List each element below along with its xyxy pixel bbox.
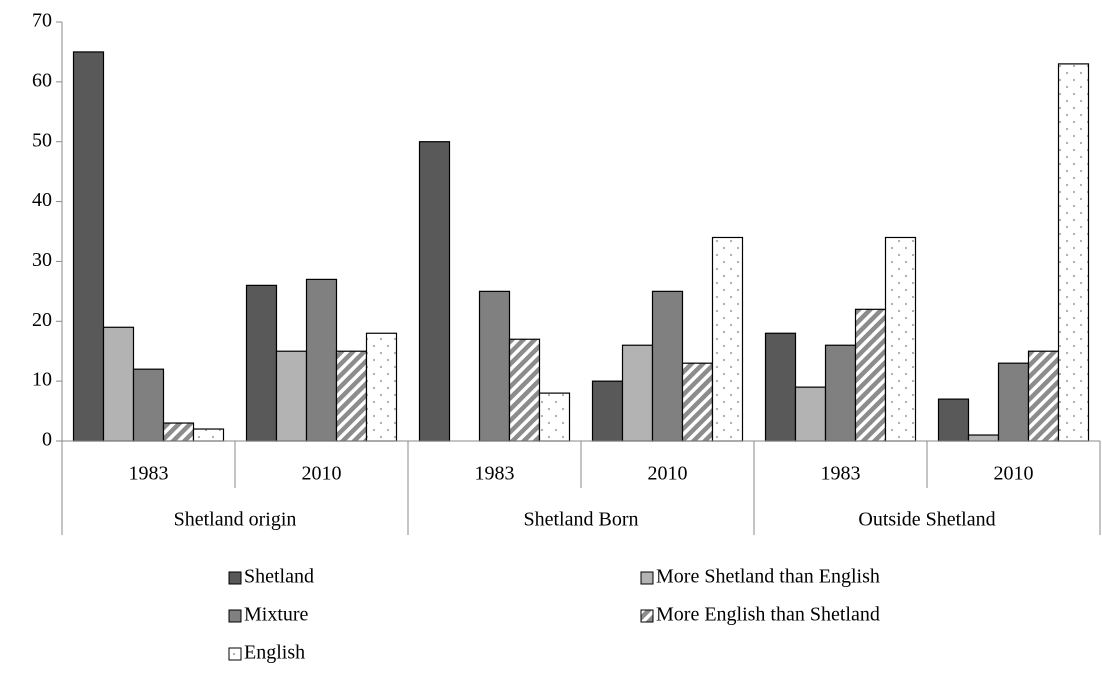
bar — [245, 284, 278, 442]
bar — [794, 386, 827, 442]
bar — [937, 398, 970, 442]
x-tick-label: 1983 — [821, 463, 861, 485]
bar — [711, 236, 744, 442]
legend-swatch — [228, 571, 242, 585]
x-tick-label: 2010 — [648, 463, 688, 485]
y-tick-label: 0 — [42, 429, 52, 451]
bar — [884, 236, 917, 442]
bar — [651, 290, 684, 442]
group-label: Outside Shetland — [858, 509, 995, 531]
bar — [967, 434, 1000, 442]
legend-swatch — [228, 609, 242, 623]
bar — [681, 362, 714, 442]
legend-label: Shetland — [244, 566, 314, 588]
bar — [365, 332, 398, 442]
bar — [335, 350, 368, 442]
bar — [764, 332, 797, 442]
y-tick-label: 30 — [32, 249, 52, 271]
bar — [72, 51, 105, 442]
bar — [132, 368, 165, 442]
x-tick-label: 1983 — [129, 463, 169, 485]
bar — [591, 380, 624, 442]
legend-label: Mixture — [244, 604, 309, 626]
y-tick-label: 10 — [32, 369, 52, 391]
bar — [418, 141, 451, 442]
bar — [621, 344, 654, 442]
bar — [192, 428, 225, 442]
legend-label: More English than Shetland — [656, 604, 880, 626]
bar — [102, 326, 135, 442]
bar — [824, 344, 857, 442]
legend-label: English — [244, 642, 305, 664]
legend-swatch — [640, 571, 654, 585]
x-tick-label: 1983 — [475, 463, 515, 485]
y-tick-label: 40 — [32, 189, 52, 211]
legend-swatch — [228, 647, 242, 661]
legend-label: More Shetland than English — [656, 566, 880, 588]
y-tick-label: 60 — [32, 69, 52, 91]
y-tick-label: 20 — [32, 309, 52, 331]
bar — [1027, 350, 1060, 442]
bar — [305, 278, 338, 442]
bar — [997, 362, 1030, 442]
y-tick-label: 50 — [32, 129, 52, 151]
bar — [854, 308, 887, 442]
group-label: Shetland origin — [174, 509, 297, 531]
group-label: Shetland Born — [524, 509, 639, 531]
bar — [275, 350, 308, 442]
bar — [478, 290, 511, 442]
bar — [162, 422, 195, 442]
legend-swatch — [640, 609, 654, 623]
bar — [538, 392, 571, 442]
x-tick-label: 2010 — [994, 463, 1034, 485]
bar — [508, 338, 541, 442]
y-tick-label: 70 — [32, 10, 52, 32]
x-tick-label: 2010 — [302, 463, 342, 485]
bar — [1057, 63, 1090, 442]
